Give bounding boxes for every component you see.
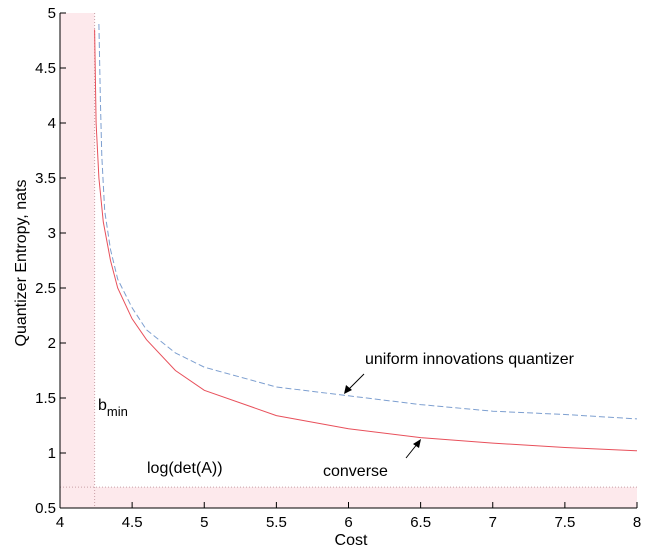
x-tick-label: 4.5 <box>122 514 143 531</box>
y-tick-label: 4 <box>48 115 56 132</box>
ticks: 4 4.5 5 5.5 6 6.5 7 7.5 8 0.5 1 1.5 2 2.5 3 3.5 4 4.5 5 <box>35 5 641 531</box>
logdet-label: log(det(A)) <box>147 460 223 477</box>
uniform-quantizer-label: uniform innovations quantizer <box>365 351 575 368</box>
uniform-arrow <box>344 373 365 394</box>
y-tick-label: 5 <box>48 5 56 22</box>
converse-arrow <box>405 439 421 459</box>
y-tick-label: 1.5 <box>35 390 56 407</box>
x-tick-label: 5 <box>200 514 208 531</box>
reference-lines <box>60 13 637 508</box>
x-tick-label: 7 <box>489 514 497 531</box>
y-tick-label: 1 <box>48 445 56 462</box>
converse-label: converse <box>323 463 388 480</box>
x-tick-label: 8 <box>633 514 641 531</box>
y-tick-label: 2.5 <box>35 280 56 297</box>
x-tick-label: 4 <box>56 514 64 531</box>
y-tick-label: 3 <box>48 225 56 242</box>
y-axis-title: Quantizer Entropy, nats <box>13 180 30 347</box>
series-line-1 <box>98 23 638 420</box>
y-tick-label: 3.5 <box>35 170 56 187</box>
shaded-region-left <box>60 13 95 508</box>
y-tick-label: 2 <box>48 335 56 352</box>
x-tick-label: 6.5 <box>410 514 431 531</box>
y-tick-label: 4.5 <box>35 60 56 77</box>
bmin-label: bmin <box>98 397 128 419</box>
series-line-0 <box>94 29 638 452</box>
x-tick-label: 6 <box>344 514 352 531</box>
axes <box>59 13 637 509</box>
bmin-subscript: min <box>107 404 128 419</box>
bmin-base: b <box>98 397 107 414</box>
y-tick-label: 0.5 <box>35 500 56 517</box>
series-layer <box>94 23 638 452</box>
x-axis-title: Cost <box>335 532 368 549</box>
shaded-regions <box>60 13 637 508</box>
x-tick-label: 5.5 <box>266 514 287 531</box>
x-tick-label: 7.5 <box>554 514 575 531</box>
